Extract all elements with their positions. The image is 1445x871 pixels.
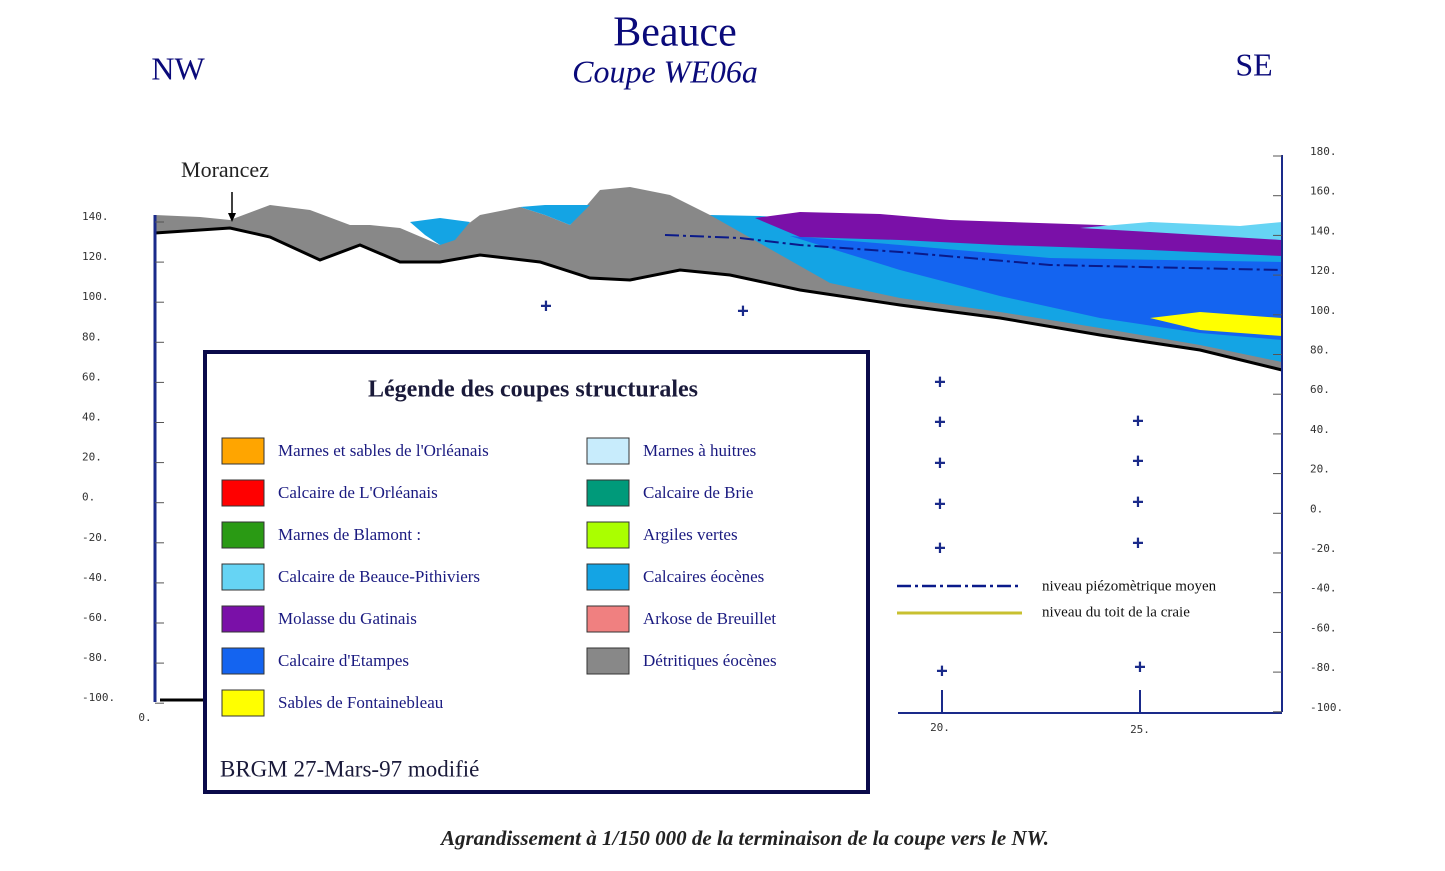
right-tick-label: 140. xyxy=(1310,224,1337,237)
legend-swatch xyxy=(221,521,265,549)
legend-label: Calcaire de L'Orléanais xyxy=(278,483,438,502)
right-tick-label: 80. xyxy=(1310,344,1330,357)
right-tick-label: 0. xyxy=(1310,502,1323,515)
left-tick-label: -60. xyxy=(82,611,109,624)
legend-swatch xyxy=(221,479,265,507)
legend-label: Marnes et sables de l'Orléanais xyxy=(278,441,489,460)
pointer-head xyxy=(228,213,236,222)
x-tick-label: 0. xyxy=(138,711,151,724)
left-tick-label: 20. xyxy=(82,451,102,464)
legend-label: Calcaire de Beauce-Pithiviers xyxy=(278,567,480,586)
legend-label: Molasse du Gatinais xyxy=(278,609,417,628)
left-tick-label: 100. xyxy=(82,290,109,303)
right-tick-label: -40. xyxy=(1310,582,1337,595)
left-tick-label: 40. xyxy=(82,411,102,424)
base-line xyxy=(154,226,1283,372)
svg-text:+: + xyxy=(540,295,552,317)
left-tick-label: -100. xyxy=(82,691,115,704)
legend-swatch xyxy=(586,521,630,549)
layer-beauce-pithiviers xyxy=(1080,222,1282,240)
legend-swatch xyxy=(586,479,630,507)
legend-swatch xyxy=(221,437,265,465)
right-tick-label: 160. xyxy=(1310,185,1337,198)
place-label: Morancez xyxy=(181,157,269,182)
right-tick-label: 120. xyxy=(1310,264,1337,277)
layer-fontainebleau xyxy=(1150,312,1282,336)
title: Beauce xyxy=(613,10,737,56)
layer-etampes xyxy=(790,236,1282,340)
left-tick-label: 120. xyxy=(82,250,109,263)
legend-label: Calcaires éocènes xyxy=(643,567,764,586)
axis-ticks: 140. 120. 100. 80. 60. 40. 20. 0. -20. -40. -60. -8… xyxy=(82,145,1343,736)
legend-label: Calcaire de Brie xyxy=(643,483,753,502)
right-tick-label: -100. xyxy=(1310,701,1343,714)
legend-swatch xyxy=(221,563,265,591)
legend-title: Légende des coupes structurales xyxy=(368,377,698,403)
basement-crosses: + + + + + + + + + + + + + xyxy=(540,295,1146,682)
right-tick-label: -80. xyxy=(1310,661,1337,674)
left-tick-label: -40. xyxy=(82,571,109,584)
legend-swatch xyxy=(586,605,630,633)
svg-text:+: + xyxy=(934,411,946,433)
layer-eocene-limestone xyxy=(520,205,590,225)
legend-swatch xyxy=(221,605,265,633)
left-tick-label: -20. xyxy=(82,531,109,544)
piezometric-line xyxy=(664,234,1283,271)
line-legend-label: niveau piézomètrique moyen xyxy=(1042,578,1217,594)
legend-label: Calcaire d'Etampes xyxy=(278,651,409,670)
subtitle: Coupe WE06a xyxy=(572,53,758,89)
legend-label: Arkose de Breuillet xyxy=(643,609,776,628)
legend-label: Marnes à huitres xyxy=(643,441,756,460)
legend-swatch xyxy=(221,689,265,717)
right-tick-label: 100. xyxy=(1310,304,1337,317)
legend-swatch xyxy=(586,437,630,465)
legend-label: Sables de Fontainebleau xyxy=(278,693,444,712)
layer-eocene-limestone xyxy=(410,218,470,245)
svg-text:+: + xyxy=(1134,656,1146,678)
right-tick-label: -60. xyxy=(1310,621,1337,634)
svg-text:+: + xyxy=(1132,410,1144,432)
svg-text:+: + xyxy=(934,537,946,559)
left-tick-label: 60. xyxy=(82,370,102,383)
legend-swatch xyxy=(586,647,630,675)
legend-swatch xyxy=(221,647,265,675)
svg-text:+: + xyxy=(934,493,946,515)
svg-text:+: + xyxy=(1132,532,1144,554)
right-tick-label: -20. xyxy=(1310,542,1337,555)
legend-label: Marnes de Blamont : xyxy=(278,525,421,544)
legend-label: Détritiques éocènes xyxy=(643,651,777,670)
svg-text:+: + xyxy=(934,452,946,474)
svg-text:+: + xyxy=(1132,450,1144,472)
left-tick-label: 140. xyxy=(82,210,109,223)
legend-note: BRGM 27-Mars-97 modifié xyxy=(220,756,479,781)
x-tick-label: 20. xyxy=(930,721,950,734)
right-tick-label: 180. xyxy=(1310,145,1337,158)
legend-box xyxy=(203,350,870,794)
right-tick-label: 20. xyxy=(1310,463,1330,476)
left-tick-label: 80. xyxy=(82,330,102,343)
left-tick-label: -80. xyxy=(82,651,109,664)
legend-swatch xyxy=(586,563,630,591)
svg-text:+: + xyxy=(934,371,946,393)
right-tick-label: 60. xyxy=(1310,383,1330,396)
line-legend-label: niveau du toit de la craie xyxy=(1042,604,1190,620)
svg-text:+: + xyxy=(936,660,948,682)
layer-molasse xyxy=(755,212,1282,256)
direction-se: SE xyxy=(1235,46,1272,82)
legend-label: Argiles vertes xyxy=(643,525,738,544)
left-tick-label: 0. xyxy=(82,491,95,504)
legend-items: Marnes et sables de l'Orléanais Calcaire … xyxy=(221,437,777,717)
svg-text:+: + xyxy=(1132,491,1144,513)
svg-text:+: + xyxy=(737,300,749,322)
x-tick-label: 25. xyxy=(1130,723,1150,736)
direction-nw: NW xyxy=(151,50,205,86)
right-tick-label: 40. xyxy=(1310,423,1330,436)
caption: Agrandissement à 1/150 000 de la termina… xyxy=(439,826,1049,850)
